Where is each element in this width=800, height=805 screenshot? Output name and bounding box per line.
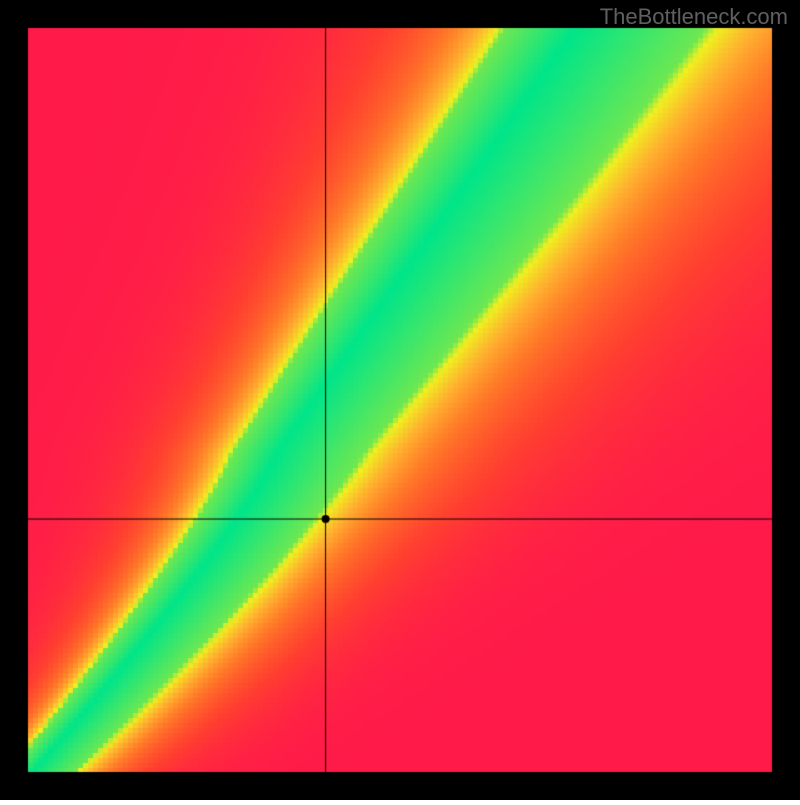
heatmap-canvas-wrap <box>0 0 800 805</box>
watermark-text: TheBottleneck.com <box>600 4 788 30</box>
chart-container: TheBottleneck.com <box>0 0 800 800</box>
heatmap-canvas <box>0 0 800 800</box>
